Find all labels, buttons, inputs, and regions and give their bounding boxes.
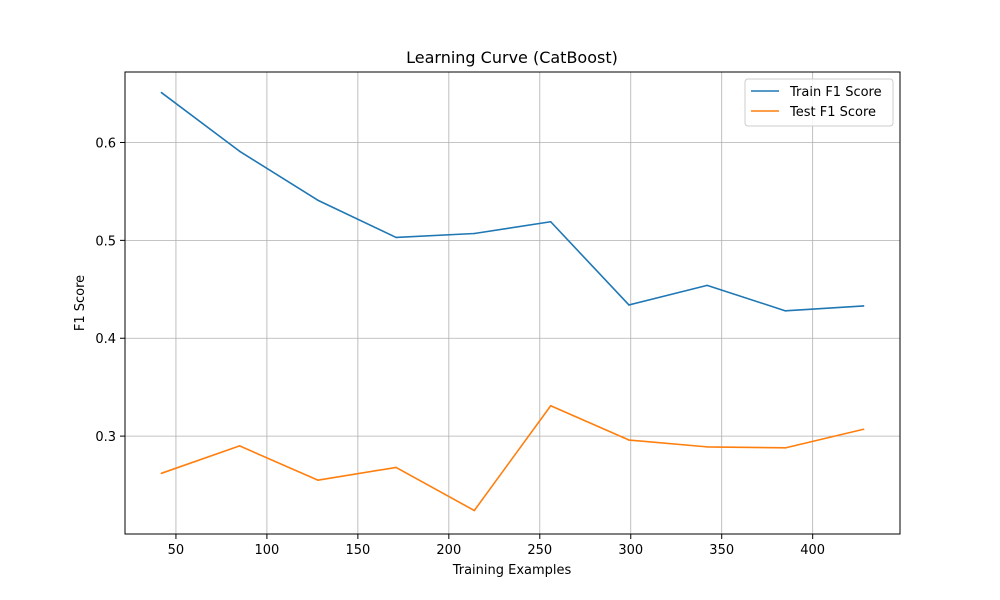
series-0-point [238,150,241,153]
series-1-point [549,404,552,407]
x-axis-label: Training Examples [452,563,572,578]
series-0-point [862,305,865,307]
legend-box [744,78,894,127]
x-axis-ticks: 50 100 150 200 250 300 350 400 [168,534,825,558]
x-tick-label: 300 [618,543,643,558]
series-0-point [706,284,708,287]
series-1-point [395,466,397,469]
series-1-point [784,447,787,449]
y-tick-label: 0.6 [95,136,116,151]
series-1-point [473,509,476,512]
x-tick-label: 400 [800,543,825,558]
series-0-point [549,220,552,223]
series-1-point [317,479,319,481]
x-tick-label: 150 [345,543,370,558]
series-line-1 [161,404,864,512]
series-lines [160,91,865,512]
x-tick-label: 350 [709,543,734,558]
series-1-point [160,472,163,475]
legend: Train F1 Score Test F1 Score [744,78,894,127]
series-line-0 [160,91,864,312]
series-0-point [473,232,476,235]
y-axis-ticks: 0.3 0.4 0.5 0.6 [95,136,125,445]
series-0-point [395,236,397,239]
y-tick-label: 0.4 [95,332,116,347]
x-tick-label: 200 [436,543,461,558]
series-1-point [238,445,241,447]
series-1-point [862,428,865,431]
series-0-point [317,199,319,202]
x-tick-label: 100 [254,543,279,558]
series-1-point [628,439,630,441]
chart-title: Learning Curve (CatBoost) [406,48,618,67]
grid-lines [125,72,900,534]
x-tick-label: 250 [527,543,552,558]
y-tick-label: 0.5 [95,234,116,249]
y-tick-label: 0.3 [95,430,116,445]
series-0-point [160,91,163,94]
y-axis-label: F1 Score [73,275,88,331]
series-0-point [784,310,787,312]
x-tick-label: 50 [168,543,185,558]
legend-label: Train F1 Score [789,85,882,100]
plot-frame [124,71,901,535]
series-1-point [706,446,708,448]
series-0-point [628,304,630,306]
legend-label: Test F1 Score [789,105,876,120]
